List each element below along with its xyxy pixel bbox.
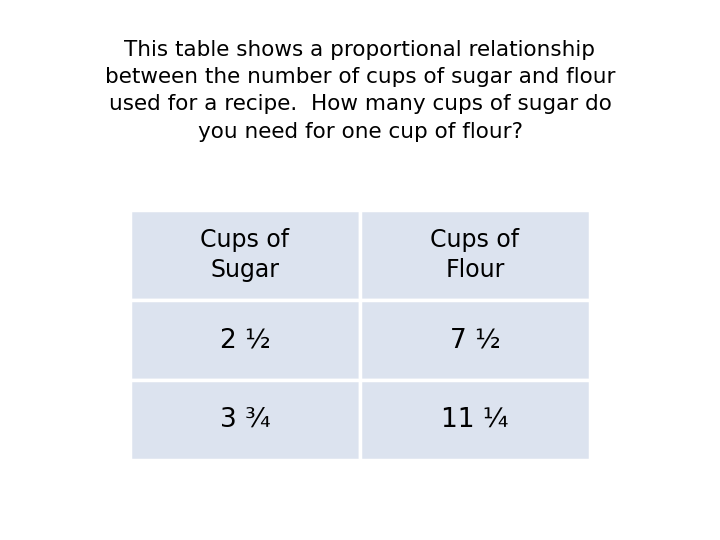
Text: 3 ¾: 3 ¾ xyxy=(220,407,271,433)
Bar xyxy=(360,210,590,300)
Text: 11 ¼: 11 ¼ xyxy=(441,407,509,433)
Bar xyxy=(130,300,360,380)
Bar xyxy=(130,380,360,460)
Bar xyxy=(130,210,360,300)
Bar xyxy=(360,380,590,460)
Text: Cups of
Sugar: Cups of Sugar xyxy=(200,228,289,282)
Text: Cups of
Flour: Cups of Flour xyxy=(431,228,520,282)
Text: 7 ½: 7 ½ xyxy=(450,327,500,353)
Text: 2 ½: 2 ½ xyxy=(220,327,270,353)
Bar xyxy=(360,300,590,380)
Text: This table shows a proportional relationship
between the number of cups of sugar: This table shows a proportional relation… xyxy=(104,40,616,141)
